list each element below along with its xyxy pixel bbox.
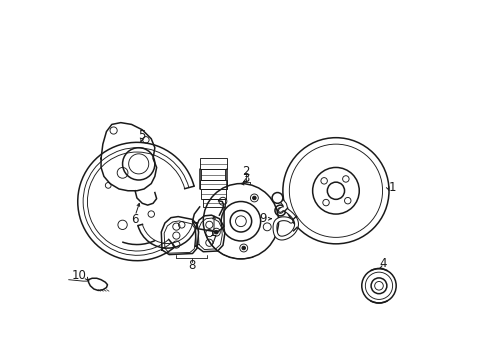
Circle shape (214, 230, 218, 234)
Bar (199, 158, 226, 169)
Text: 8: 8 (188, 259, 195, 272)
Bar (201, 169, 224, 180)
Circle shape (252, 196, 256, 200)
Text: 4: 4 (379, 257, 386, 270)
Text: 1: 1 (387, 181, 395, 194)
Text: 7: 7 (210, 234, 217, 247)
Text: 2: 2 (242, 165, 249, 177)
Circle shape (271, 193, 282, 203)
Circle shape (242, 246, 245, 250)
Bar (199, 180, 226, 189)
Bar (203, 199, 224, 207)
Text: 5: 5 (138, 129, 146, 142)
Text: 9: 9 (259, 212, 266, 225)
Text: 10: 10 (72, 269, 87, 282)
Bar (201, 189, 225, 199)
Text: 6: 6 (131, 213, 139, 226)
Text: 3: 3 (242, 172, 249, 185)
